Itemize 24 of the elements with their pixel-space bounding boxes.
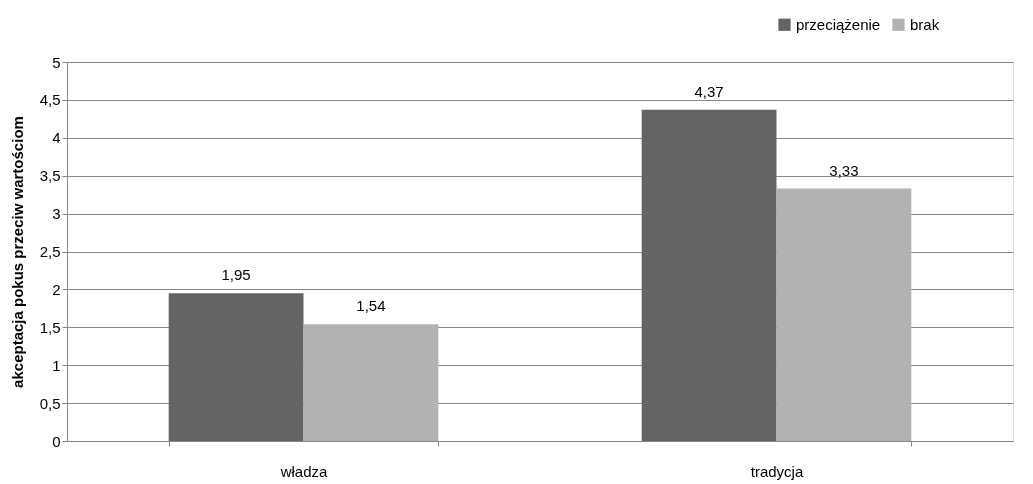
data-label: 1,54 (356, 297, 386, 315)
y-tick-label: 3,5 (39, 167, 61, 185)
y-tick-label: 5 (52, 53, 61, 71)
bar (303, 324, 439, 441)
bar (776, 188, 912, 441)
y-tick-label: 0 (52, 432, 61, 450)
data-label: 1,95 (221, 266, 251, 284)
legend-label: brak (910, 15, 940, 33)
bar (168, 293, 304, 441)
y-tick-label: 3 (52, 205, 61, 223)
x-tick-label: tradycja (750, 462, 804, 480)
y-axis-title: akceptacja pokus przeciw wartościom (8, 116, 26, 388)
y-tick-label: 2 (52, 280, 61, 298)
y-tick-label: 4,5 (39, 91, 61, 109)
x-tick-label: władza (279, 462, 328, 480)
data-label: 4,37 (694, 82, 724, 100)
y-tick-label: 0,5 (39, 394, 61, 412)
data-label: 3,33 (829, 161, 859, 179)
y-tick-label: 1 (52, 356, 61, 374)
legend-label: przeciążenie (796, 15, 881, 33)
y-tick-label: 2,5 (39, 243, 61, 260)
y-tick-label: 4 (52, 129, 61, 147)
y-tick-label: 1,5 (39, 318, 61, 336)
bar (641, 109, 777, 441)
